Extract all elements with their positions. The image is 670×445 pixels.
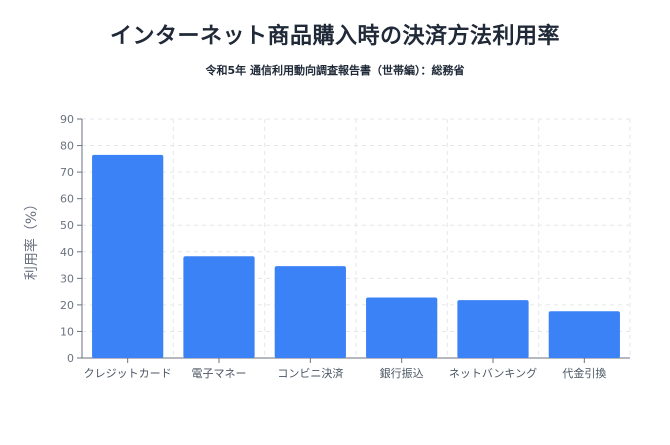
chart-title: インターネット商品購入時の決済方法利用率 <box>109 24 560 49</box>
y-tick-label: 70 <box>60 166 74 179</box>
bar <box>274 266 346 358</box>
y-tick-label: 40 <box>60 246 74 259</box>
chart-subtitle: 令和5年 通信利用動向調査報告書（世帯編）：総務省 <box>205 64 465 77</box>
y-tick-label: 30 <box>60 272 74 285</box>
x-tick-label: 代金引換 <box>562 366 606 380</box>
y-tick-label: 90 <box>60 113 74 126</box>
x-tick-label: コンビニ決済 <box>277 366 343 380</box>
y-tick-label: 0 <box>67 352 74 365</box>
y-axis-label: 利用率（%） <box>23 197 40 280</box>
x-tick-label: クレジットカード <box>84 367 172 380</box>
x-tick-label: ネットバンキング <box>449 366 537 380</box>
y-tick-label: 80 <box>60 140 74 153</box>
bar <box>457 300 529 358</box>
bar <box>366 297 438 358</box>
x-tick-label: 電子マネー <box>192 367 247 380</box>
y-tick-label: 10 <box>60 325 74 338</box>
bar <box>183 256 255 358</box>
bar <box>92 154 164 358</box>
axes <box>77 118 630 363</box>
bar <box>548 311 620 358</box>
y-tick-label: 20 <box>60 299 74 312</box>
bars <box>92 154 620 358</box>
grid-lines <box>82 118 631 358</box>
x-tick-label: 銀行振込 <box>380 366 424 380</box>
y-tick-label: 50 <box>60 219 74 232</box>
y-tick-label: 60 <box>60 193 74 206</box>
tick-labels: 0 10 20 30 40 50 60 70 80 90 クレジットカード 電子マネー コンビニ決済 銀行… <box>60 113 606 380</box>
